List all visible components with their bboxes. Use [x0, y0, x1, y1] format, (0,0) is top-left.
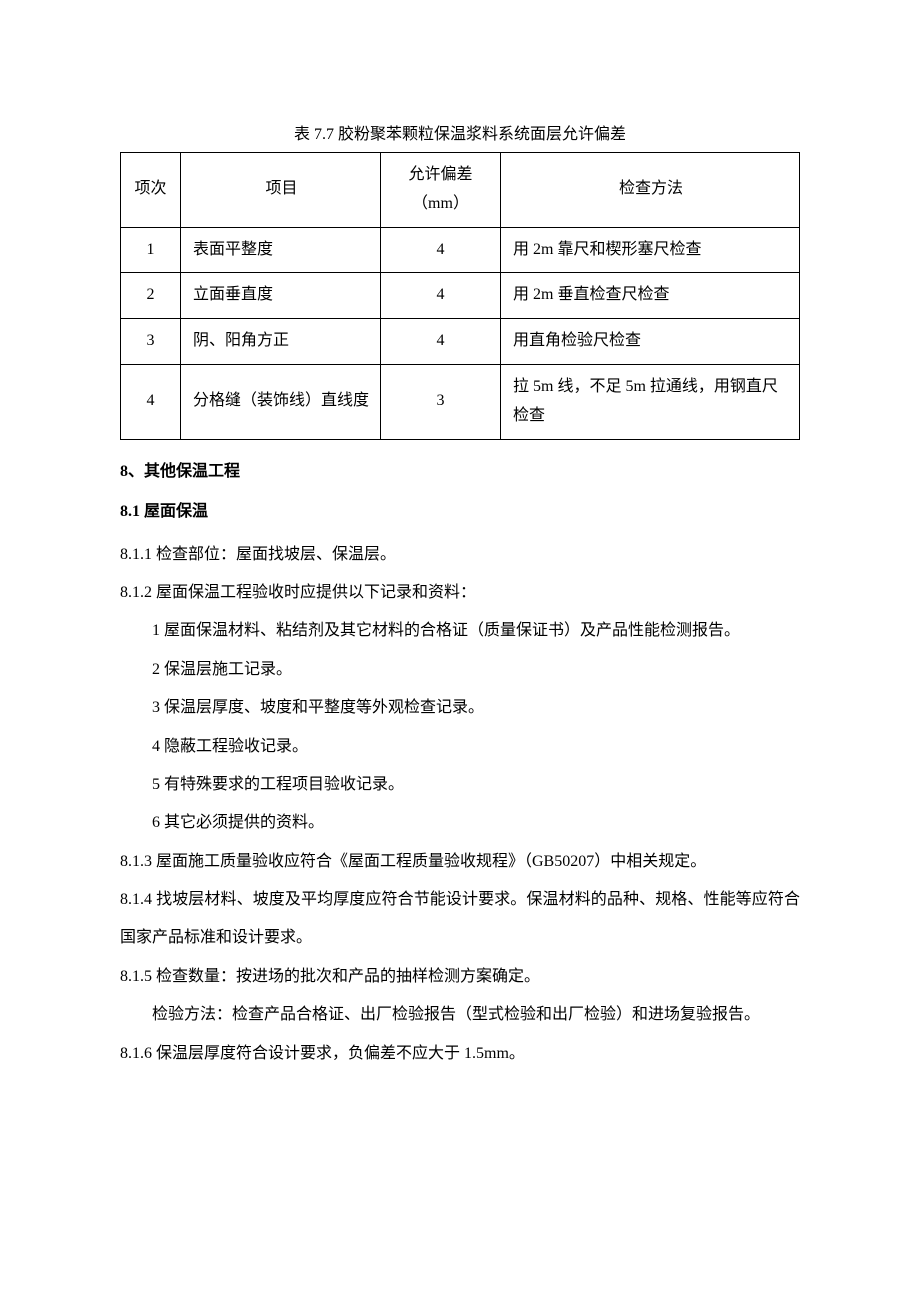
list-item: 1 屋面保温材料、粘结剂及其它材料的合格证（质量保证书）及产品性能检测报告。 [120, 612, 800, 650]
para-8-1-6: 8.1.6 保温层厚度符合设计要求，负偏差不应大于 1.5mm。 [120, 1035, 800, 1073]
cell-method: 用 2m 靠尺和楔形塞尺检查 [501, 227, 800, 273]
table-header-row: 项次 项目 允许偏差（mm） 检查方法 [121, 153, 800, 228]
para-8-1-3: 8.1.3 屋面施工质量验收应符合《屋面工程质量验收规程》（GB50207）中相… [120, 843, 800, 881]
cell-idx: 2 [121, 273, 181, 319]
cell-method: 用直角检验尺检查 [501, 319, 800, 365]
para-8-1-2: 8.1.2 屋面保温工程验收时应提供以下记录和资料： [120, 574, 800, 612]
table-row: 4 分格缝（装饰线）直线度 3 拉 5m 线，不足 5m 拉通线，用钢直尺检查 [121, 364, 800, 439]
list-item: 4 隐蔽工程验收记录。 [120, 728, 800, 766]
cell-idx: 1 [121, 227, 181, 273]
para-8-1-5b: 检验方法：检查产品合格证、出厂检验报告（型式检验和出厂检验）和进场复验报告。 [120, 996, 800, 1034]
list-item: 2 保温层施工记录。 [120, 651, 800, 689]
th-method: 检查方法 [501, 153, 800, 228]
cell-method: 拉 5m 线，不足 5m 拉通线，用钢直尺检查 [501, 364, 800, 439]
cell-idx: 3 [121, 319, 181, 365]
cell-deviation: 4 [381, 227, 501, 273]
list-item: 6 其它必须提供的资料。 [120, 804, 800, 842]
cell-deviation: 4 [381, 319, 501, 365]
th-index: 项次 [121, 153, 181, 228]
subsection-8-1-heading: 8.1 屋面保温 [120, 496, 800, 528]
table-row: 2 立面垂直度 4 用 2m 垂直检查尺检查 [121, 273, 800, 319]
para-8-1-5: 8.1.5 检查数量：按进场的批次和产品的抽样检测方案确定。 [120, 958, 800, 996]
th-item: 项目 [181, 153, 381, 228]
cell-deviation: 4 [381, 273, 501, 319]
cell-method: 用 2m 垂直检查尺检查 [501, 273, 800, 319]
cell-deviation: 3 [381, 364, 501, 439]
list-item: 3 保温层厚度、坡度和平整度等外观检查记录。 [120, 689, 800, 727]
para-8-1-1: 8.1.1 检查部位：屋面找坡层、保温层。 [120, 536, 800, 574]
section-8-heading: 8、其他保温工程 [120, 456, 800, 488]
para-8-1-4: 8.1.4 找坡层材料、坡度及平均厚度应符合节能设计要求。保温材料的品种、规格、… [120, 881, 800, 958]
list-item: 5 有特殊要求的工程项目验收记录。 [120, 766, 800, 804]
cell-item: 立面垂直度 [181, 273, 381, 319]
deviation-table: 项次 项目 允许偏差（mm） 检查方法 1 表面平整度 4 用 2m 靠尺和楔形… [120, 152, 800, 440]
cell-idx: 4 [121, 364, 181, 439]
table-row: 3 阴、阳角方正 4 用直角检验尺检查 [121, 319, 800, 365]
cell-item: 分格缝（装饰线）直线度 [181, 364, 381, 439]
th-deviation: 允许偏差（mm） [381, 153, 501, 228]
cell-item: 阴、阳角方正 [181, 319, 381, 365]
document-page: 表 7.7 胶粉聚苯颗粒保温浆料系统面层允许偏差 项次 项目 允许偏差（mm） … [0, 0, 920, 1302]
cell-item: 表面平整度 [181, 227, 381, 273]
table-row: 1 表面平整度 4 用 2m 靠尺和楔形塞尺检查 [121, 227, 800, 273]
table-caption: 表 7.7 胶粉聚苯颗粒保温浆料系统面层允许偏差 [120, 120, 800, 144]
